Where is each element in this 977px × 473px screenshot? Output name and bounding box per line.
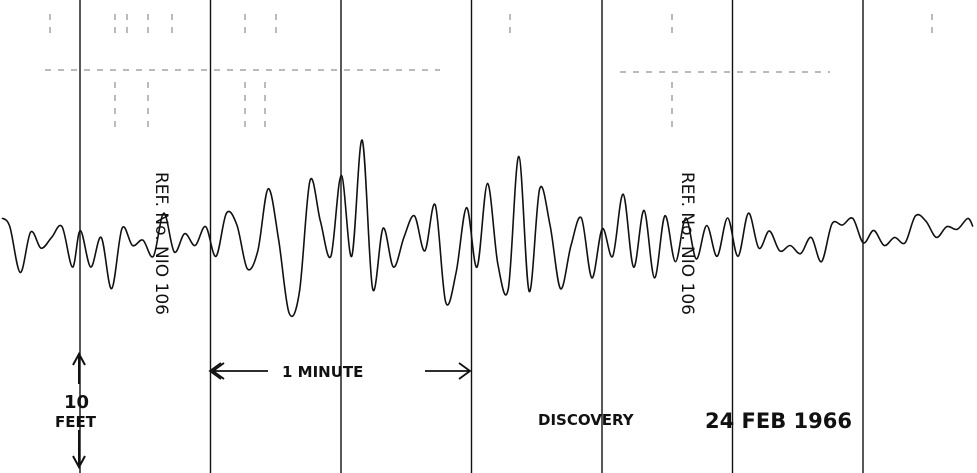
- scale-value-label: 10: [64, 392, 89, 413]
- height-scale-arrow: [72, 351, 86, 470]
- minute-scale-arrow: [208, 362, 472, 380]
- vessel-label: DISCOVERY: [538, 411, 635, 429]
- ref-number-right: REF. No. NIO 106: [677, 172, 697, 315]
- scale-unit-label: FEET: [55, 413, 97, 431]
- date-label: 24 FEB 1966: [705, 409, 852, 433]
- minute-label: 1 MINUTE: [282, 363, 363, 381]
- faint-tick-marks: [45, 14, 933, 128]
- wave-height-trace: [1, 139, 974, 318]
- ref-number-left: REF. No. NIO 106: [151, 172, 171, 315]
